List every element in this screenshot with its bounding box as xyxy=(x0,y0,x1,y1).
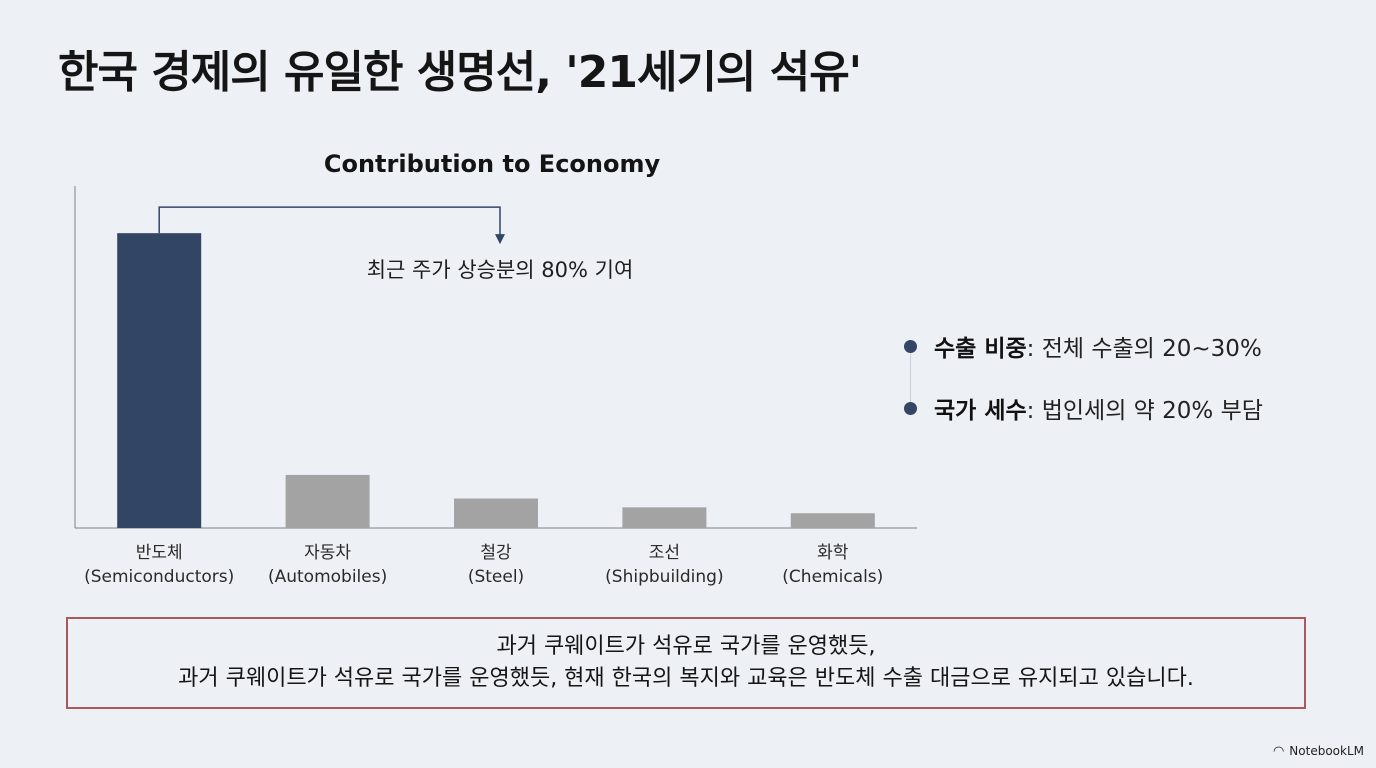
bullet-text: : 전체 수출의 20~30% xyxy=(1026,336,1262,362)
bar-4 xyxy=(622,507,707,528)
arrow-down-icon xyxy=(495,234,505,245)
x-tick-label: (Steel) xyxy=(468,567,524,587)
x-tick-label: (Semiconductors) xyxy=(84,567,234,587)
bullet-dot-icon xyxy=(904,339,917,353)
bullet-dot-icon xyxy=(904,401,917,415)
x-tick-label: 자동차 xyxy=(304,543,351,563)
x-tick-label: (Shipbuilding) xyxy=(605,567,723,587)
x-tick-label: 화학 xyxy=(817,543,849,563)
callout-line-2: 과거 쿠웨이트가 석유로 국가를 운영했듯, 현재 한국의 복지와 교육은 반도… xyxy=(178,665,1194,691)
annotation-label: 최근 주가 상승분의 80% 기여 xyxy=(367,258,634,282)
x-tick-label: 철강 xyxy=(480,543,512,563)
x-tick-label: (Automobiles) xyxy=(268,567,387,587)
callout-line-1: 과거 쿠웨이트가 석유로 국가를 운영했듯, xyxy=(496,634,876,659)
bar-3 xyxy=(454,498,538,528)
x-tick-label: 조선 xyxy=(649,543,680,563)
page-title: 한국 경제의 유일한 생명선, '21세기의 석유' xyxy=(58,47,862,98)
bullet-label: 수출 비중 xyxy=(934,336,1027,362)
bullet-export-share: 수출 비중: 전체 수출의 20~30% xyxy=(900,326,1262,366)
bullet-label: 국가 세수 xyxy=(934,398,1027,424)
x-tick-label: 반도체 xyxy=(136,543,183,563)
watermark-text: NotebookLM xyxy=(1289,744,1364,758)
summary-callout: 과거 쿠웨이트가 석유로 국가를 운영했듯, 과거 쿠웨이트가 석유로 국가를 … xyxy=(66,617,1306,709)
bar-2 xyxy=(285,474,370,528)
annotation-bracket xyxy=(158,206,501,236)
notebooklm-watermark: ◠ NotebookLM xyxy=(1273,744,1364,758)
bullet-tax-revenue: 국가 세수: 법인세의 약 20% 부담 xyxy=(900,388,1263,428)
bar-1 xyxy=(117,233,202,528)
chart-title: Contribution to Economy xyxy=(324,150,661,178)
notebooklm-logo-icon: ◠ xyxy=(1272,743,1285,759)
bullet-connector xyxy=(910,346,911,408)
bar-5 xyxy=(790,513,875,528)
x-tick-label: (Chemicals) xyxy=(782,567,883,587)
bullet-text: : 법인세의 약 20% 부담 xyxy=(1026,398,1263,424)
